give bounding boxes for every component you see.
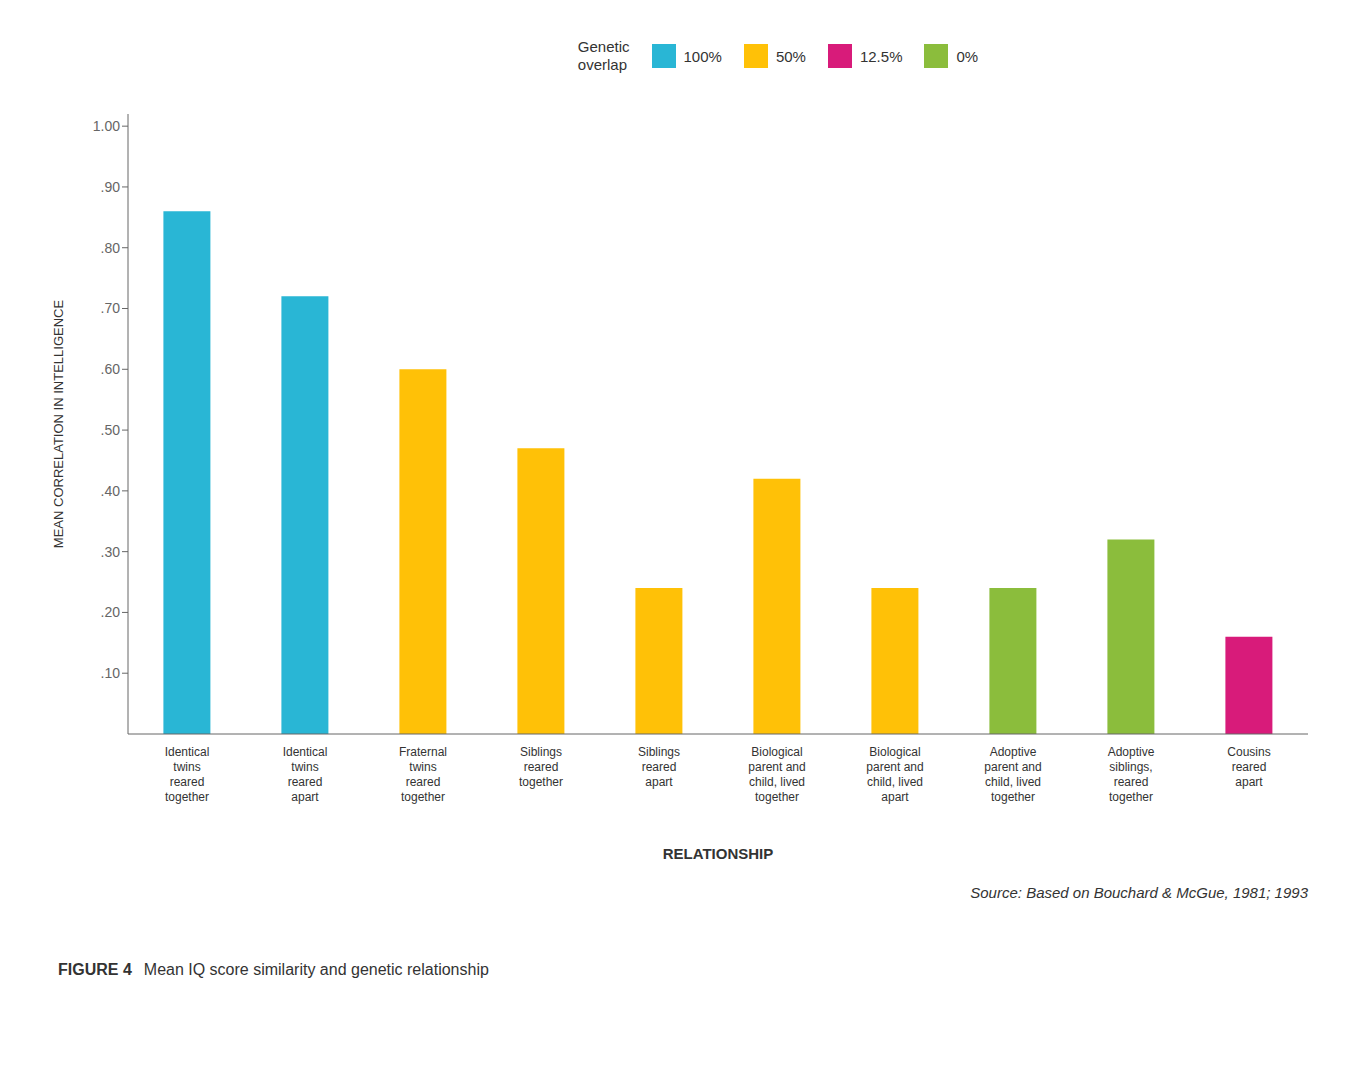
svg-text:Identicaltwinsrearedtogether: Identicaltwinsrearedtogether [165,745,210,804]
svg-text:MEAN CORRELATION IN INTELLIGEN: MEAN CORRELATION IN INTELLIGENCE [51,300,66,549]
html-text:Source: Based on Bouchard & Mc: Source: Based on Bouchard & McGue, 1981;… [970,884,1308,901]
svg-text:.70: .70 [101,300,121,316]
svg-text:.20: .20 [101,604,121,620]
html-text:Mean IQ score similarity and g: Mean IQ score similarity and genetic rel… [143,961,489,978]
svg-text:Siblingsrearedapart: Siblingsrearedapart [638,745,680,789]
html-text:12.5%: 12.5% [859,47,903,65]
svg-text:RELATIONSHIP: RELATIONSHIP [663,845,774,862]
svg-text:Adoptivesiblings,rearedtogethe: Adoptivesiblings,rearedtogether [1108,745,1155,804]
html-text:FIGURE 4: FIGURE 4 [58,961,132,978]
html-text:Genetic: Genetic [577,38,630,55]
svg-text:Adoptiveparent andchild, lived: Adoptiveparent andchild, livedtogether [984,745,1041,804]
svg-text:Biologicalparent andchild, liv: Biologicalparent andchild, livedtogether [748,745,805,804]
svg-text:.40: .40 [101,483,121,499]
svg-text:.60: .60 [101,361,121,377]
html-text:overlap: overlap [577,56,627,73]
svg-text:.50: .50 [101,422,121,438]
svg-text:.80: .80 [101,240,121,256]
svg-text:Biologicalparent andchild, liv: Biologicalparent andchild, livedapart [866,745,923,804]
html-text:0%: 0% [956,47,979,65]
svg-text:Cousinsrearedapart: Cousinsrearedapart [1227,745,1270,789]
html-text:100%: 100% [683,47,722,65]
svg-text:Siblingsrearedtogether: Siblingsrearedtogether [519,745,563,789]
svg-text:1.00: 1.00 [93,118,120,134]
svg-text:.90: .90 [101,179,121,195]
html-text:50%: 50% [775,47,806,65]
svg-text:Fraternaltwinsrearedtogether: Fraternaltwinsrearedtogether [399,745,447,804]
svg-text:Identicaltwinsrearedapart: Identicaltwinsrearedapart [283,745,328,804]
svg-text:.10: .10 [101,665,121,681]
svg-text:.30: .30 [101,544,121,560]
